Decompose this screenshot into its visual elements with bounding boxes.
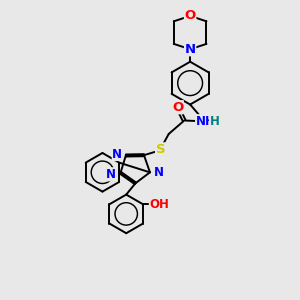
Text: O: O — [184, 10, 196, 22]
Text: OH: OH — [149, 198, 169, 211]
Text: N: N — [184, 43, 196, 56]
Text: N: N — [106, 168, 116, 181]
Text: NH: NH — [196, 115, 215, 128]
Text: H: H — [210, 115, 219, 128]
Text: O: O — [172, 101, 183, 114]
Text: S: S — [156, 143, 165, 156]
Text: N: N — [154, 166, 164, 179]
Text: N: N — [112, 148, 122, 160]
